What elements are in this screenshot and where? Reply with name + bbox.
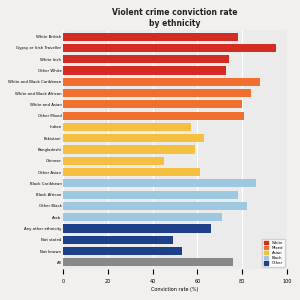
X-axis label: Conviction rate (%): Conviction rate (%) bbox=[151, 287, 199, 292]
Bar bbox=[63, 236, 173, 244]
Bar bbox=[63, 190, 238, 199]
Bar bbox=[63, 213, 222, 221]
Bar bbox=[63, 258, 233, 266]
Bar bbox=[63, 55, 229, 63]
Bar bbox=[63, 157, 164, 165]
Bar bbox=[63, 67, 226, 75]
Bar bbox=[63, 179, 256, 188]
Bar bbox=[63, 78, 260, 86]
Bar bbox=[63, 33, 238, 41]
Bar bbox=[63, 224, 211, 232]
Bar bbox=[63, 134, 204, 142]
Bar bbox=[63, 146, 195, 154]
Bar bbox=[63, 202, 247, 210]
Bar bbox=[63, 123, 190, 131]
Title: Violent crime conviction rate
by ethnicity: Violent crime conviction rate by ethnici… bbox=[112, 8, 238, 28]
Bar bbox=[63, 247, 182, 255]
Bar bbox=[63, 44, 276, 52]
Bar bbox=[63, 168, 200, 176]
Bar bbox=[63, 89, 251, 97]
Legend: White, Mixed, Asian, Black, Other: White, Mixed, Asian, Black, Other bbox=[262, 239, 285, 267]
Bar bbox=[63, 112, 244, 120]
Bar bbox=[63, 100, 242, 109]
